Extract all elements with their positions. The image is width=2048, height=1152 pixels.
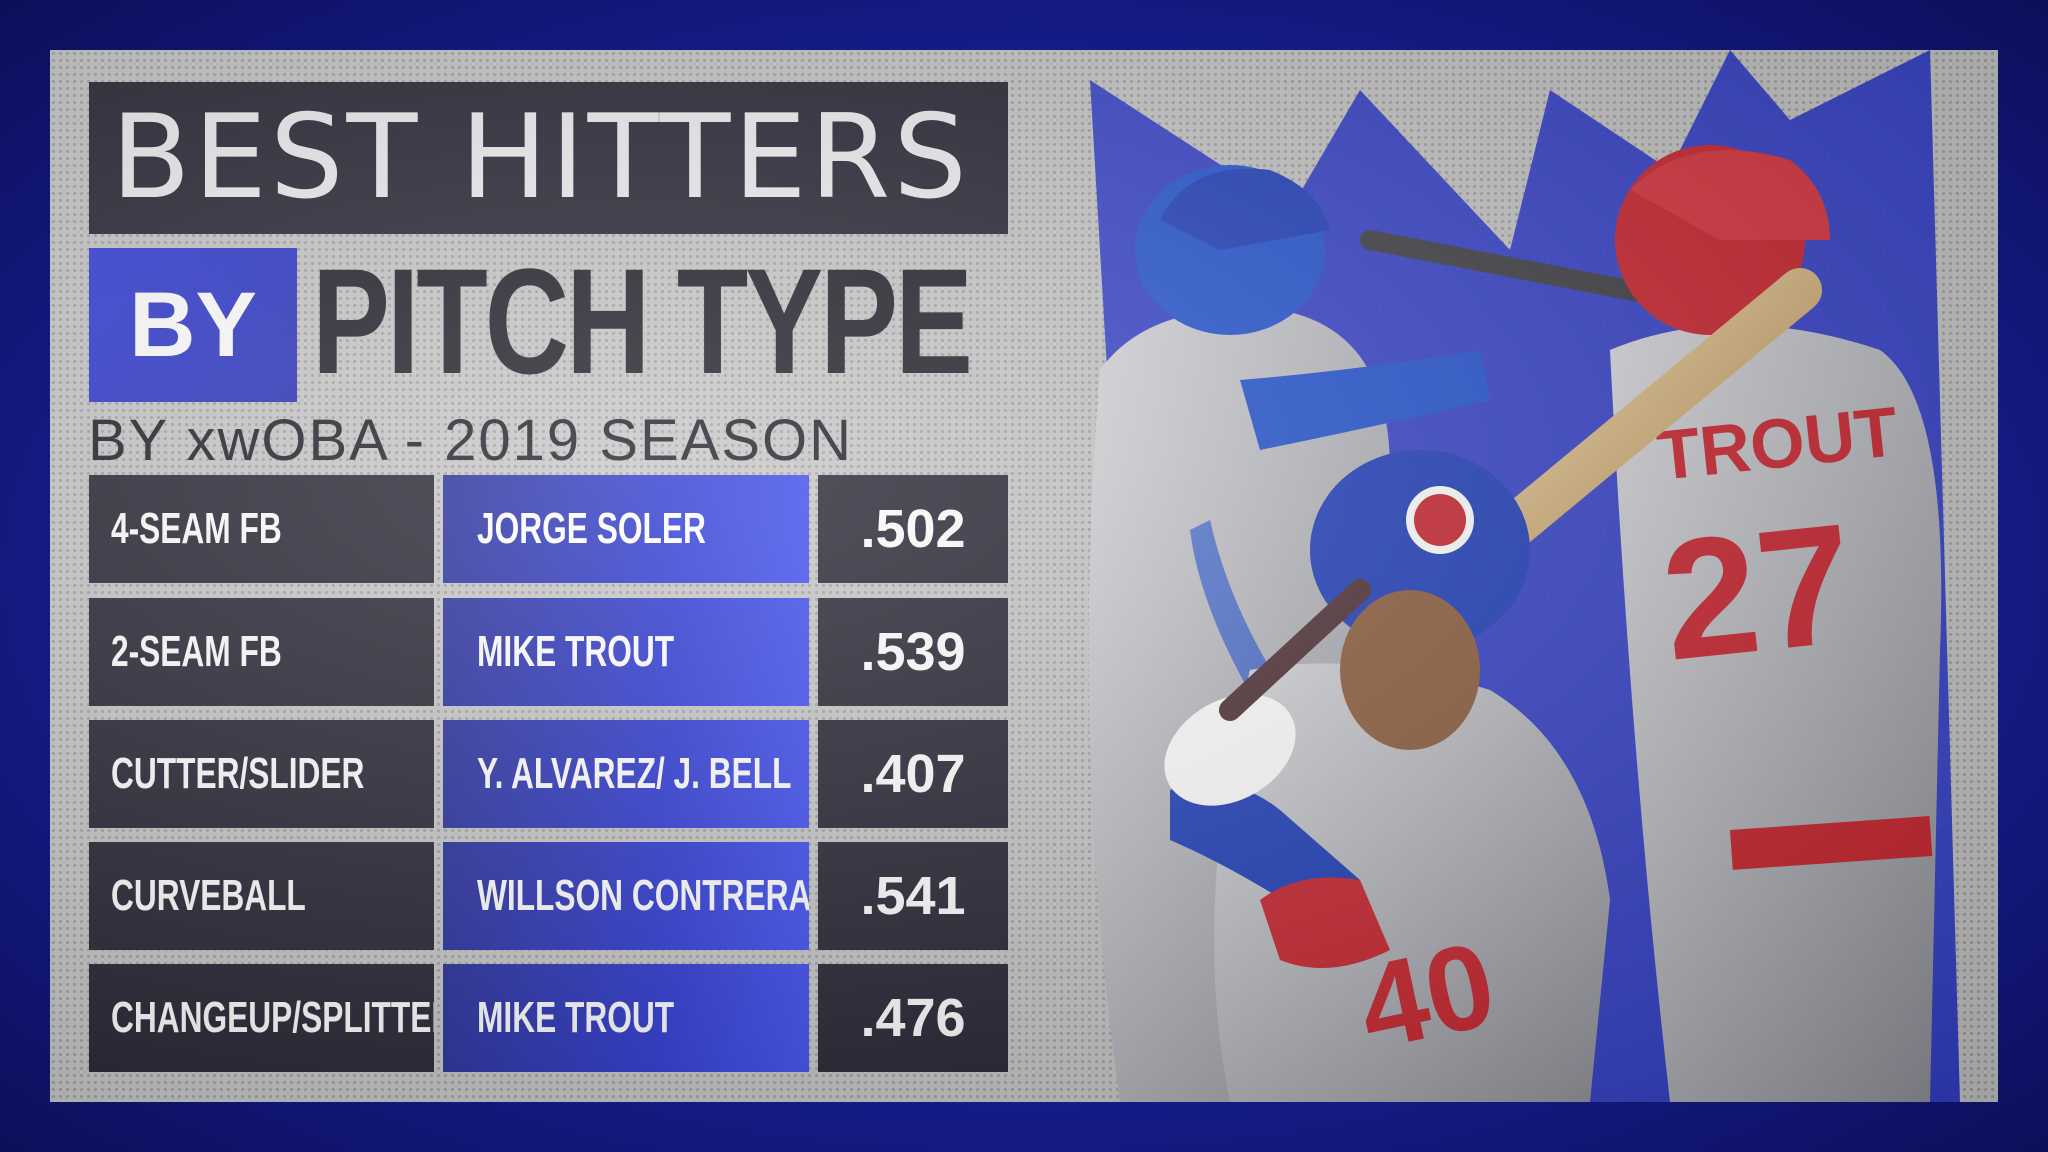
subtitle-metric-season: BY xwOBA - 2019 SEASON [88, 408, 854, 473]
player-name: MIKE TROUT [477, 993, 675, 1042]
graphic-panel: BEST HITTERS BY PITCH TYPE BY xwOBA - 20… [50, 50, 1998, 1102]
pitch-type-cell: 2-SEAM FB [89, 598, 434, 706]
title-pitch-type: PITCH TYPE [312, 237, 973, 405]
title-best-hitters: BEST HITTERS [89, 82, 1008, 234]
player-cell: JORGE SOLER [443, 475, 809, 583]
player-cell: MIKE TROUT [443, 598, 809, 706]
player-cell: Y. ALVAREZ/ J. BELL [443, 720, 809, 828]
table-row: 4-SEAM FB JORGE SOLER .502 [89, 475, 1008, 583]
xwoba-value: .539 [818, 598, 1008, 706]
player-cell: WILLSON CONTRERAS [443, 842, 809, 950]
table-row: CURVEBALL WILLSON CONTRERAS .541 [89, 842, 1008, 950]
trout-figure: TROUT 27 [1610, 145, 1942, 1102]
pitch-type-label: CURVEBALL [111, 871, 306, 920]
player-name: WILLSON CONTRERAS [477, 871, 809, 920]
pitch-type-label: 2-SEAM FB [111, 627, 282, 676]
xwoba-value: .407 [818, 720, 1008, 828]
trout-bat [1488, 268, 1822, 552]
xwoba-value: .476 [818, 964, 1008, 1072]
player-name: Y. ALVAREZ/ J. BELL [477, 749, 792, 798]
table-row: CHANGEUP/SPLITTER MIKE TROUT .476 [89, 964, 1008, 1072]
contreras-jersey-number: 40 [1348, 917, 1506, 1076]
player-name: MIKE TROUT [477, 627, 675, 676]
soler-bat [1360, 230, 1690, 310]
pitch-type-cell: 4-SEAM FB [89, 475, 434, 583]
title-by-badge: BY [89, 248, 297, 402]
player-cell: MIKE TROUT [443, 964, 809, 1072]
pitch-type-cell: CUTTER/SLIDER [89, 720, 434, 828]
xwoba-value: .541 [818, 842, 1008, 950]
xwoba-value: .502 [818, 475, 1008, 583]
trout-jersey-number: 27 [1654, 488, 1862, 697]
pitch-type-cell: CHANGEUP/SPLITTER [89, 964, 434, 1072]
contreras-figure: 40 [1164, 450, 1610, 1102]
pitch-type-cell: CURVEBALL [89, 842, 434, 950]
table-row: CUTTER/SLIDER Y. ALVAREZ/ J. BELL .407 [89, 720, 1008, 828]
player-name: JORGE SOLER [477, 504, 706, 553]
contreras-bat [1219, 579, 1371, 721]
pitch-type-label: 4-SEAM FB [111, 504, 282, 553]
pitch-type-label: CHANGEUP/SPLITTER [111, 993, 434, 1042]
player-artwork: TROUT 27 40 [1088, 50, 1960, 1102]
table-row: 2-SEAM FB MIKE TROUT .539 [89, 598, 1008, 706]
pitch-type-label: CUTTER/SLIDER [111, 749, 365, 798]
